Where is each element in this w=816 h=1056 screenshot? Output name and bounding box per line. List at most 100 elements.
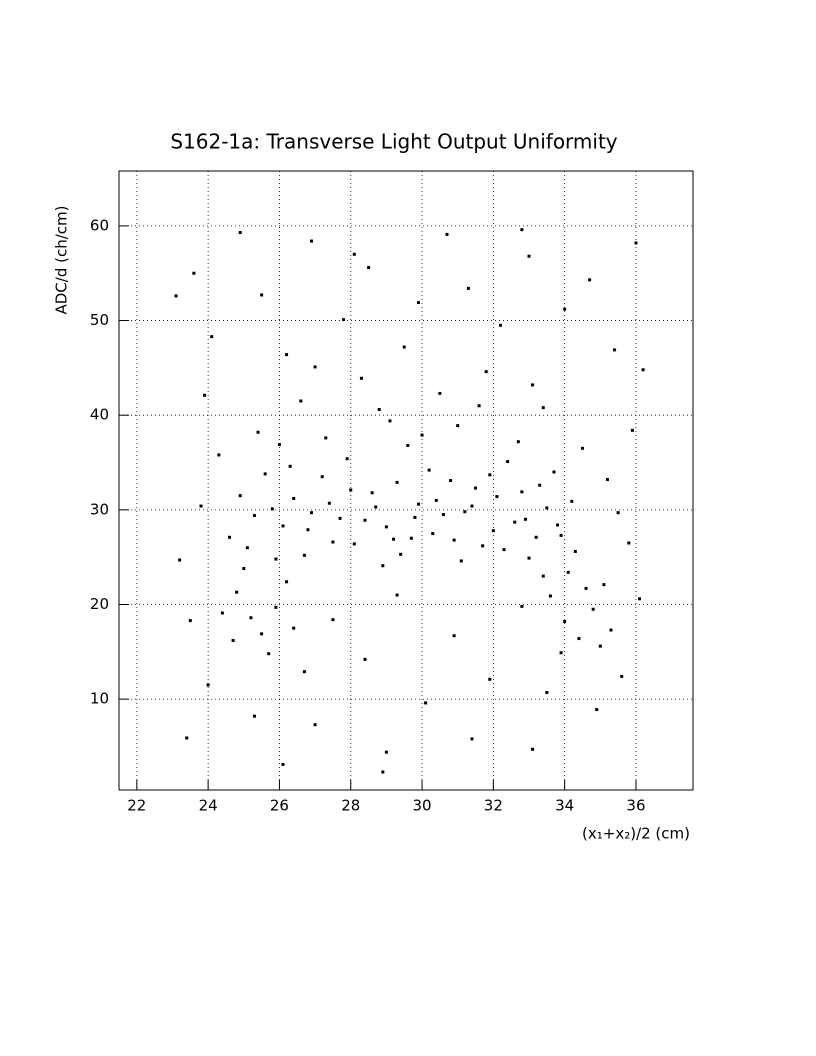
scatter-point [484, 370, 488, 374]
scatter-point [310, 511, 314, 515]
scatter-point [452, 634, 456, 638]
y-tick-label: 50 [90, 311, 109, 329]
scatter-point [531, 383, 535, 387]
scatter-point [602, 583, 606, 587]
scatter-point [320, 475, 324, 479]
scatter-point [434, 498, 438, 502]
scatter-point [349, 488, 353, 492]
scatter-point [441, 513, 445, 517]
scatter-point [577, 637, 581, 641]
scatter-point [416, 301, 420, 305]
x-tick-label: 36 [626, 797, 645, 815]
scatter-point [556, 523, 560, 527]
scatter-point [270, 507, 274, 511]
scatter-point [352, 252, 356, 256]
scatter-point [613, 348, 617, 352]
scatter-point [220, 611, 224, 615]
y-tick-label: 20 [90, 595, 109, 613]
scatter-point [605, 478, 609, 482]
scatter-point [474, 486, 478, 490]
scatter-point [310, 239, 314, 243]
scatter-point [541, 574, 545, 578]
scatter-point [538, 483, 542, 487]
x-tick-label: 26 [270, 797, 289, 815]
scatter-point [445, 232, 449, 236]
scatter-point [545, 691, 549, 695]
y-tick-label: 10 [90, 690, 109, 708]
scatter-point [327, 501, 331, 505]
x-tick-label: 22 [127, 797, 146, 815]
scatter-point [523, 517, 527, 521]
scatter-point [363, 657, 367, 661]
scatter-point [399, 552, 403, 556]
scatter-point [313, 365, 317, 369]
y-axis-label: ADC/d (ch/cm) [53, 206, 71, 315]
scatter-point [256, 430, 260, 434]
scatter-point [527, 254, 531, 258]
scatter-point [552, 470, 556, 474]
scatter-point [502, 548, 506, 552]
scatter-point [470, 504, 474, 508]
scatter-point [438, 391, 442, 395]
scatter-point [359, 376, 363, 380]
scatter-point [409, 536, 413, 540]
scatter-point [516, 440, 520, 444]
scatter-point [238, 231, 242, 235]
scatter-point [285, 353, 289, 357]
scatter-point [313, 723, 317, 727]
scatter-point [641, 368, 645, 372]
scatter-point [245, 546, 249, 550]
scatter-point [381, 564, 385, 568]
scatter-point [630, 428, 634, 432]
scatter-point [548, 594, 552, 598]
scatter-point [331, 618, 335, 622]
scatter-point [217, 453, 221, 457]
scatter-point [420, 433, 424, 437]
scatter-point [260, 632, 264, 636]
scatter-point [292, 496, 296, 500]
scatter-point [406, 443, 410, 447]
scatter-point [520, 604, 524, 608]
x-tick-label: 24 [199, 797, 218, 815]
scatter-point [498, 323, 502, 327]
scatter-point [534, 535, 538, 539]
scatter-point [238, 494, 242, 498]
scatter-point [338, 516, 342, 520]
scatter-point [466, 286, 470, 290]
x-tick-label: 28 [341, 797, 360, 815]
scatter-point [370, 491, 374, 495]
scatter-point [609, 628, 613, 632]
scatter-point [452, 538, 456, 542]
scatter-point [381, 770, 385, 774]
scatter-point [402, 345, 406, 349]
scatter-point [281, 762, 285, 766]
y-tick-label: 40 [90, 406, 109, 424]
scatter-point [477, 404, 481, 408]
scatter-point [481, 544, 485, 548]
scatter-point [491, 529, 495, 533]
plot-frame [118, 170, 694, 791]
scatter-point [392, 537, 396, 541]
x-tick-label: 32 [484, 797, 503, 815]
scatter-point [274, 605, 278, 609]
scatter-point [277, 443, 281, 447]
scatter-point [267, 652, 271, 656]
scatter-point [178, 558, 182, 562]
x-axis-label: (x₁+x₂)/2 (cm) [582, 825, 690, 843]
scatter-point [299, 399, 303, 403]
scatter-point [416, 502, 420, 506]
scatter-point [260, 293, 264, 297]
scatter-point [342, 318, 346, 322]
scatter-point [580, 446, 584, 450]
scatter-point [388, 419, 392, 423]
scatter-point [616, 511, 620, 515]
scatter-point [188, 619, 192, 623]
scatter-point [242, 567, 246, 571]
scatter-point [459, 559, 463, 563]
scatter-point [431, 532, 435, 536]
scatter-point [591, 607, 595, 611]
scatter-point [367, 266, 371, 270]
scatter-point [363, 518, 367, 522]
scatter-point [395, 593, 399, 597]
